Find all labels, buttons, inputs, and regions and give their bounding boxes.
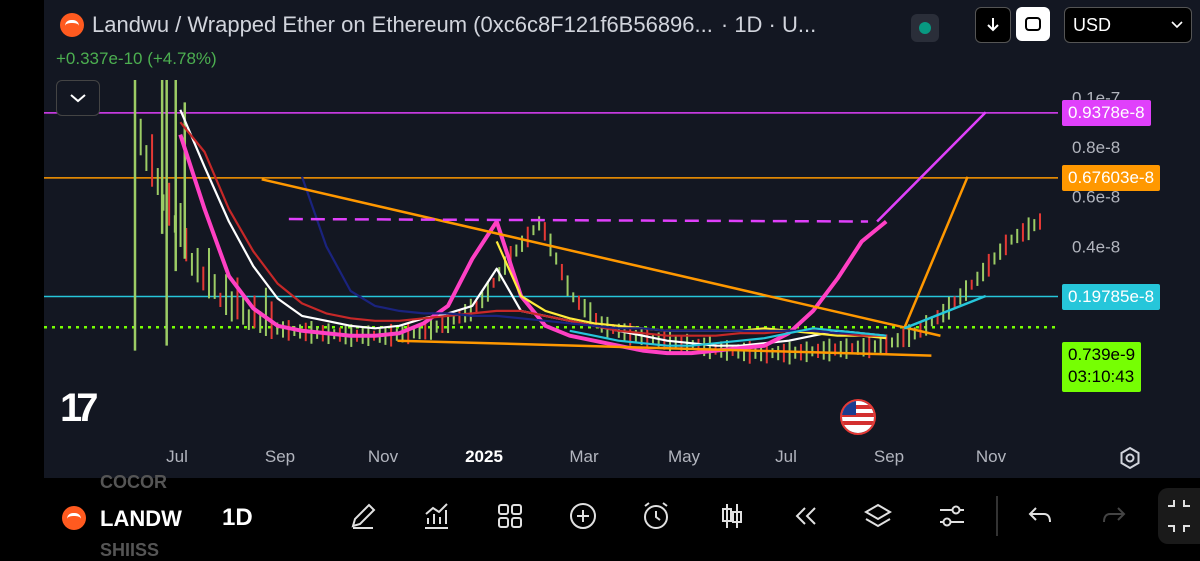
- us-flag-event-icon[interactable]: [840, 399, 876, 435]
- indicators-icon[interactable]: [420, 500, 452, 532]
- chart-header: Landwu / Wrapped Ether on Ethereum (0xc6…: [60, 12, 816, 38]
- layouts-icon[interactable]: [494, 500, 526, 532]
- series-line: [569, 327, 887, 347]
- tradingview-logo-icon[interactable]: 17: [60, 386, 98, 430]
- interval-label[interactable]: · 1D · U...: [720, 12, 817, 37]
- currency-value: USD: [1073, 14, 1112, 35]
- x-tick-label: Mar: [569, 447, 599, 466]
- y-tick-label: 0.6e-8: [1072, 188, 1120, 207]
- series-line: [178, 133, 888, 356]
- last-price-tag: 0.739e-9 03:10:43: [1062, 342, 1142, 392]
- download-icon[interactable]: [975, 7, 1011, 43]
- price-level-tag[interactable]: 0.9378e-8: [1062, 99, 1151, 126]
- trend-drawing: [903, 294, 987, 330]
- toolbar-divider: [996, 496, 998, 536]
- currency-select[interactable]: USD: [1064, 7, 1192, 43]
- x-tick-label: Jul: [166, 447, 188, 466]
- add-icon[interactable]: [567, 500, 599, 532]
- collapse-legend-button[interactable]: [56, 80, 100, 116]
- alert-clock-icon[interactable]: [640, 500, 672, 532]
- trend-drawing: [876, 111, 987, 223]
- x-tick-label: Nov: [368, 447, 399, 466]
- replay-icon[interactable]: [789, 500, 821, 532]
- token-logo-icon: [60, 13, 84, 37]
- x-tick-label: May: [668, 447, 701, 466]
- price-change: +0.337e-10 (+4.78%): [56, 49, 217, 68]
- settings-sliders-icon[interactable]: [936, 500, 968, 532]
- price-chart[interactable]: Jul Sep Nov 2025 Mar May Jul Sep Nov 0.1e-70.8e-…: [0, 0, 1200, 478]
- price-level-tag[interactable]: 0.19785e-8: [1062, 283, 1161, 310]
- last-price-value: 0.739e-9: [1068, 345, 1136, 364]
- x-tick-label: 2025: [465, 447, 503, 466]
- y-tick-label: 0.8e-8: [1072, 138, 1120, 157]
- chart-panel[interactable]: [44, 0, 1200, 478]
- series-line: [300, 176, 887, 337]
- undo-icon[interactable]: [1024, 500, 1056, 532]
- symbol-name[interactable]: LANDW: [100, 506, 182, 531]
- x-tick-label: Sep: [874, 447, 904, 466]
- chevron-down-icon: [1171, 21, 1183, 29]
- timeframe-button[interactable]: 1D: [222, 504, 253, 531]
- x-tick-label: Sep: [265, 447, 295, 466]
- trend-drawing: [903, 176, 969, 329]
- next-symbol-ghost: SHIISS: [100, 540, 160, 560]
- candle-type-icon[interactable]: [716, 500, 748, 532]
- series-line: [179, 121, 887, 337]
- chevron-down-icon: [70, 94, 86, 103]
- drawing-tool-icon[interactable]: [347, 500, 379, 532]
- trend-drawing: [397, 339, 932, 357]
- x-tick-label: Nov: [976, 447, 1007, 466]
- bottom-toolbar: COCOR SHIISS LANDW 1D: [0, 472, 1200, 560]
- chart-settings-icon[interactable]: [1118, 446, 1142, 470]
- left-edge-strip: [0, 0, 44, 478]
- y-tick-label: 0.4e-8: [1072, 237, 1120, 256]
- fullscreen-icon[interactable]: [1016, 7, 1050, 41]
- x-tick-label: Jul: [775, 447, 797, 466]
- redo-icon[interactable]: [1098, 500, 1130, 532]
- layers-icon[interactable]: [862, 500, 894, 532]
- symbol-logo-icon[interactable]: [62, 506, 86, 530]
- previous-symbol-ghost: COCOR: [100, 472, 167, 492]
- trend-drawing: [288, 217, 869, 223]
- trend-drawing: [261, 178, 941, 337]
- price-level-tag[interactable]: 0.67603e-8: [1062, 164, 1161, 191]
- chart-title[interactable]: Landwu / Wrapped Ether on Ethereum (0xc6…: [92, 12, 713, 37]
- fullscreen-corner-icon[interactable]: [1158, 488, 1200, 544]
- market-status-icon[interactable]: [911, 14, 939, 42]
- bar-countdown: 03:10:43: [1068, 367, 1135, 386]
